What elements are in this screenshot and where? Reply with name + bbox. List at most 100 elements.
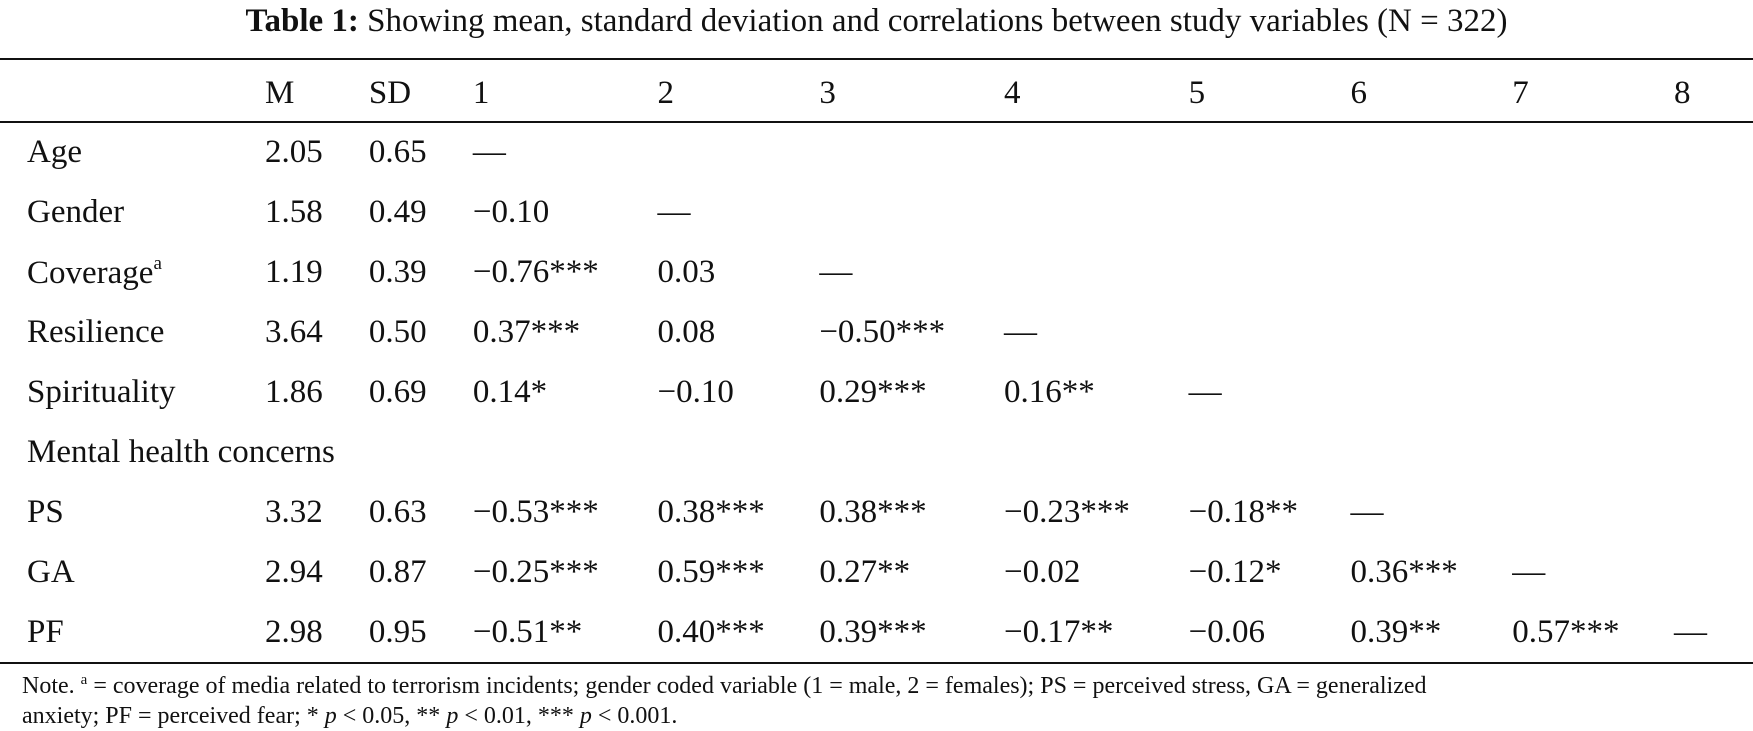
table-cell bbox=[1512, 482, 1674, 542]
row-label: PF bbox=[0, 602, 265, 662]
table-cell: 0.65 bbox=[368, 133, 427, 170]
table-cell bbox=[819, 182, 1004, 242]
table-cell: — bbox=[819, 253, 853, 290]
column-header-4: 2 bbox=[657, 74, 675, 111]
table-cell bbox=[1674, 122, 1753, 182]
table-cell: 0.49 bbox=[368, 193, 427, 230]
table-row: PF 2.98 0.95 −0.51** 0.40*** 0.39*** −0.17** −0… bbox=[0, 602, 1753, 662]
table-cell: — bbox=[1003, 313, 1037, 350]
table-cell: −0.18** bbox=[1188, 493, 1299, 530]
table-caption: Table 1: Showing mean, standard deviatio… bbox=[0, 0, 1753, 42]
table-cell: −0.50*** bbox=[819, 313, 946, 350]
table-body: Age 2.05 0.65 — Gender 1.58 0.49 −0.10 — Coverage… bbox=[0, 122, 1753, 662]
table-cell bbox=[1674, 242, 1753, 302]
table-cell bbox=[1512, 242, 1674, 302]
table-cell: −0.51** bbox=[472, 613, 583, 650]
table-cell bbox=[1189, 182, 1351, 242]
table-cell: 2.94 bbox=[264, 553, 323, 590]
table-note: Note. a = coverage of media related to t… bbox=[22, 665, 1750, 731]
table-cell: 0.03 bbox=[657, 253, 716, 290]
row-label: Gender bbox=[0, 182, 265, 242]
table-cell: 0.29*** bbox=[819, 373, 927, 410]
note-p1: p bbox=[324, 703, 337, 729]
bottom-rule bbox=[0, 662, 1753, 664]
row-label-text: Mental health concerns bbox=[27, 433, 335, 470]
table-cell: — bbox=[472, 133, 506, 170]
table-cell: 0.63 bbox=[368, 493, 427, 530]
table-cell: 0.40*** bbox=[657, 613, 765, 650]
column-header-6: 4 bbox=[1003, 74, 1021, 111]
table-cell: 1.86 bbox=[264, 373, 323, 410]
table-cell bbox=[1189, 242, 1351, 302]
table-cell bbox=[1512, 182, 1674, 242]
table-cell: 0.57*** bbox=[1512, 613, 1620, 650]
table-row: Resilience 3.64 0.50 0.37*** 0.08 −0.50*** — bbox=[0, 302, 1753, 362]
table-row: Mental health concerns bbox=[0, 422, 1753, 482]
table-cell: 0.08 bbox=[657, 313, 716, 350]
row-label-text: Spirituality bbox=[27, 373, 176, 410]
table-cell bbox=[1512, 362, 1674, 422]
table-cell bbox=[1189, 302, 1351, 362]
table-cell: 0.39 bbox=[368, 253, 427, 290]
table-cell: — bbox=[1512, 553, 1546, 590]
top-rule bbox=[0, 58, 1753, 60]
table-cell: −0.76*** bbox=[472, 253, 599, 290]
column-header-1: M bbox=[264, 74, 295, 111]
caption-text: Showing mean, standard deviation and cor… bbox=[367, 3, 1508, 39]
table-cell bbox=[1512, 122, 1674, 182]
column-header-5: 3 bbox=[819, 74, 836, 111]
table-cell bbox=[819, 122, 1004, 182]
column-header-9: 7 bbox=[1512, 74, 1529, 111]
table-cell: 0.14* bbox=[472, 373, 548, 410]
row-label: Resilience bbox=[0, 302, 265, 362]
table-cell bbox=[1674, 362, 1753, 422]
row-label-text: Gender bbox=[27, 193, 125, 230]
table-cell bbox=[1674, 182, 1753, 242]
row-label: Age bbox=[0, 122, 265, 182]
correlation-table: M SD 1 2 3 4 5 6 7 8 Age 2.05 0.65 — Gender 1.58 0.49 −0… bbox=[0, 64, 1753, 662]
table-cell: −0.06 bbox=[1188, 613, 1266, 650]
table-cell bbox=[1512, 302, 1674, 362]
column-header-7: 5 bbox=[1188, 74, 1206, 111]
note-line2-c: < 0.01, *** bbox=[458, 703, 580, 729]
table-cell: −0.12* bbox=[1188, 553, 1282, 590]
row-label-superscript: a bbox=[153, 252, 162, 274]
table-cell bbox=[1189, 122, 1351, 182]
note-line2-a: anxiety; PF = perceived fear; * bbox=[22, 703, 325, 729]
row-label: Coveragea bbox=[0, 242, 265, 302]
note-superscript: a bbox=[80, 672, 88, 688]
row-label: PS bbox=[0, 482, 265, 542]
table-cell: −0.23*** bbox=[1003, 493, 1130, 530]
table-cell: — bbox=[1674, 613, 1707, 650]
table-row: Spirituality 1.86 0.69 0.14* −0.10 0.29*** 0.1… bbox=[0, 362, 1753, 422]
table-cell: — bbox=[1188, 373, 1222, 410]
note-prefix: Note. bbox=[22, 673, 75, 699]
table-cell: 0.27** bbox=[819, 553, 911, 590]
table-cell bbox=[1674, 482, 1753, 542]
row-label-text: Coverage bbox=[27, 254, 154, 291]
table-cell: −0.02 bbox=[1003, 553, 1081, 590]
column-header-2: SD bbox=[368, 74, 412, 111]
table-cell: 0.95 bbox=[368, 613, 427, 650]
row-label: Spirituality bbox=[0, 362, 265, 422]
table-cell bbox=[1350, 242, 1512, 302]
table-cell: 0.38*** bbox=[657, 493, 765, 530]
table-cell: 1.58 bbox=[264, 193, 323, 230]
table-row: Age 2.05 0.65 — bbox=[0, 122, 1753, 182]
table-cell: 0.50 bbox=[368, 313, 427, 350]
table-cell: 2.98 bbox=[264, 613, 323, 650]
table-cell: 0.59*** bbox=[657, 553, 765, 590]
table-cell bbox=[1350, 362, 1512, 422]
table-cell bbox=[1004, 182, 1189, 242]
column-header-3: 1 bbox=[472, 74, 490, 111]
table-cell: 1.19 bbox=[264, 253, 323, 290]
table-cell: — bbox=[657, 193, 691, 230]
table-row: Coveragea 1.19 0.39 −0.76*** 0.03— bbox=[0, 242, 1753, 302]
note-line1: = coverage of media related to terrorism… bbox=[87, 673, 1427, 699]
table-cell: 0.37*** bbox=[472, 313, 581, 350]
table-cell: 0.87 bbox=[368, 553, 427, 590]
note-p3: p bbox=[579, 703, 592, 729]
row-label-text: Resilience bbox=[27, 313, 165, 350]
note-p2: p bbox=[446, 703, 459, 729]
